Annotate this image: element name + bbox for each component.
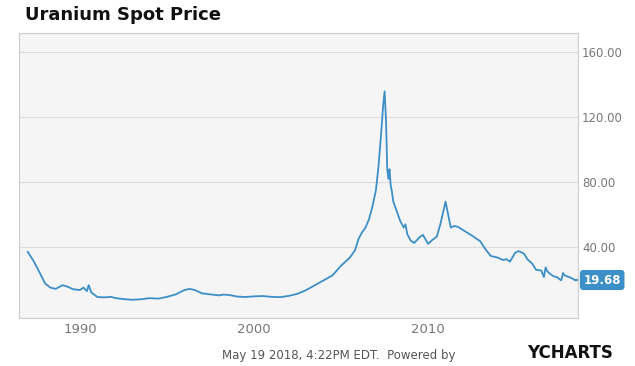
Text: YCHARTS: YCHARTS	[527, 344, 613, 362]
Text: 19.68: 19.68	[575, 273, 621, 287]
Text: Uranium Spot Price: Uranium Spot Price	[25, 6, 220, 25]
Text: May 19 2018, 4:22PM EDT.  Powered by: May 19 2018, 4:22PM EDT. Powered by	[222, 349, 460, 362]
